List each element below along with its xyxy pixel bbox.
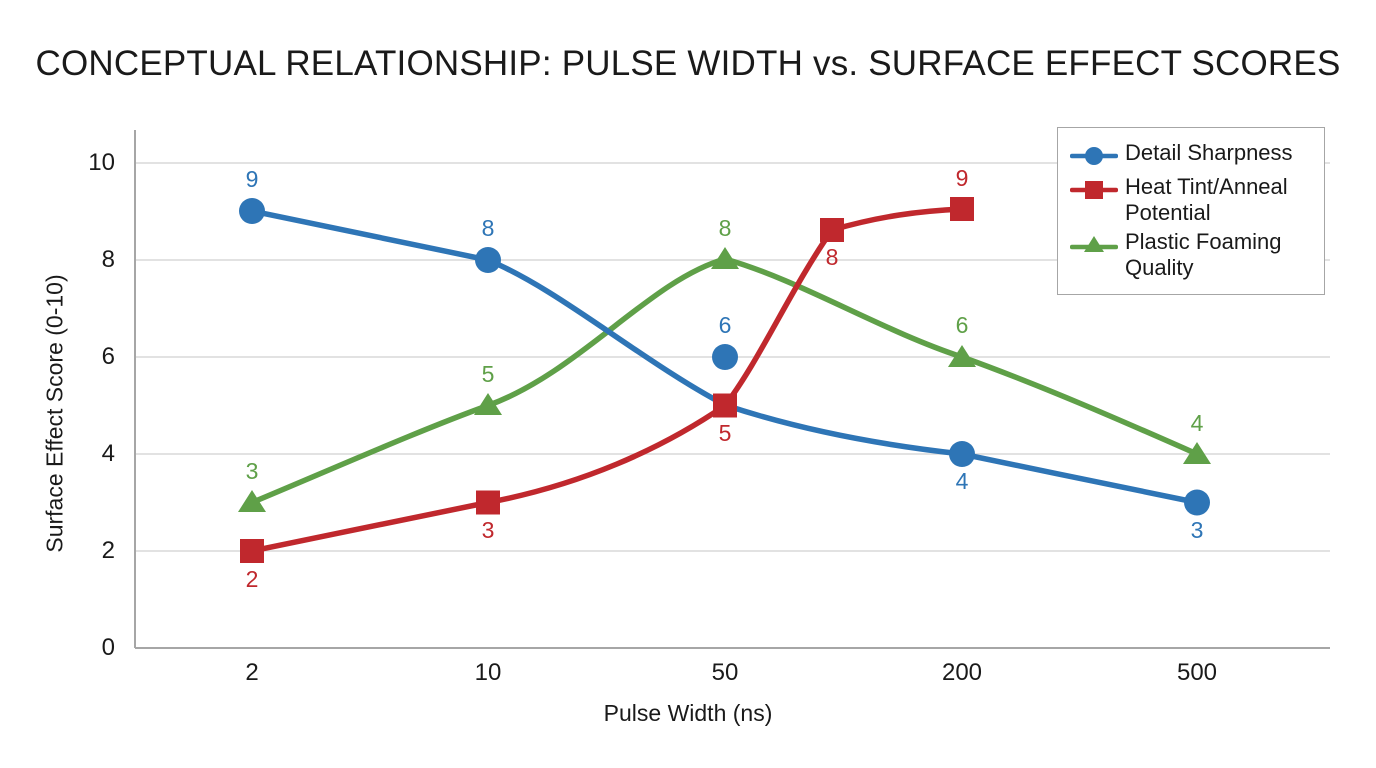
legend-label-heat-tint-anneal-potential: Heat Tint/Anneal Potential [1125, 174, 1288, 225]
series-line-plastic-foaming-quality [249, 256, 1200, 506]
y-tick-label-2: 2 [101, 537, 115, 564]
x-axis-title: Pulse Width (ns) [603, 700, 773, 726]
data-label-detail-sharpness-500: 3 [1190, 517, 1204, 543]
triangle-marker-icon [1069, 230, 1119, 260]
y-tick-label-8: 8 [101, 246, 115, 273]
x-tick-label-2: 2 [245, 659, 259, 686]
data-label-heat-tint-50: 5 [718, 420, 732, 446]
series-line-heat-tint-anneal-potential [249, 206, 965, 554]
data-label-heat-tint-10: 3 [481, 517, 495, 543]
data-label-heat-tint-2: 2 [245, 566, 259, 592]
legend-label-detail-sharpness: Detail Sharpness [1125, 140, 1293, 165]
series-markers-heat-tint-anneal-potential [240, 197, 974, 563]
y-tick-label-4: 4 [101, 440, 115, 467]
x-tick-label-50: 50 [711, 659, 739, 686]
data-label-plastic-foaming-50: 8 [718, 215, 732, 241]
series-markers-plastic-foaming-quality [238, 247, 1211, 512]
data-label-detail-sharpness-200: 4 [955, 468, 969, 494]
chart-title: CONCEPTUAL RELATIONSHIP: PULSE WIDTH vs.… [35, 44, 1341, 83]
data-label-plastic-foaming-500: 4 [1190, 410, 1204, 436]
legend-label-plastic-foaming-quality: Plastic Foaming Quality [1125, 229, 1282, 280]
x-tick-label-10: 10 [474, 659, 502, 686]
circle-marker-icon [1069, 141, 1119, 171]
data-label-plastic-foaming-2: 3 [245, 458, 259, 484]
x-tick-label-200: 200 [941, 659, 983, 686]
data-label-detail-sharpness-50: 6 [718, 312, 732, 338]
square-marker-icon [1069, 175, 1119, 205]
data-label-detail-sharpness-2: 9 [245, 166, 259, 192]
y-tick-label-0: 0 [101, 634, 115, 661]
data-label-plastic-foaming-200: 6 [955, 312, 969, 338]
y-tick-label-6: 6 [101, 343, 115, 370]
data-label-plastic-foaming-10: 5 [481, 361, 495, 387]
chart-legend: Detail Sharpness Heat Tint/Anneal Potent… [1057, 127, 1325, 295]
legend-item-detail-sharpness[interactable]: Detail Sharpness [1069, 140, 1314, 171]
x-tick-label-500: 500 [1176, 659, 1218, 686]
legend-item-heat-tint-anneal-potential[interactable]: Heat Tint/Anneal Potential [1069, 174, 1314, 226]
data-label-heat-tint-200: 9 [955, 165, 969, 191]
legend-item-plastic-foaming-quality[interactable]: Plastic Foaming Quality [1069, 229, 1314, 281]
data-label-heat-tint-mid: 8 [825, 244, 839, 270]
y-axis-title: Surface Effect Score (0-10) [41, 274, 68, 553]
y-tick-label-10: 10 [88, 149, 115, 176]
data-label-detail-sharpness-10: 8 [481, 215, 495, 241]
series-line-detail-sharpness [249, 208, 1200, 506]
series-markers-detail-sharpness [239, 198, 1210, 516]
